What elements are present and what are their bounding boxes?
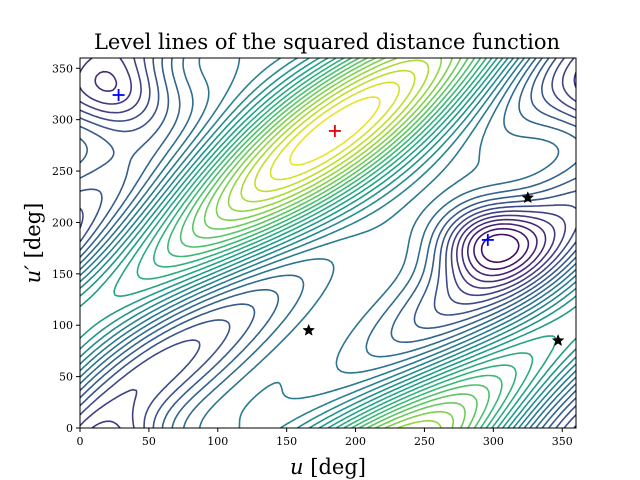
contour-level-line: [80, 58, 576, 428]
y-tick-label: 200: [52, 216, 73, 229]
y-tick-label: 50: [59, 371, 73, 384]
critical-point-markers: [112, 89, 565, 347]
x-tick-label: 150: [276, 435, 297, 448]
saddle-marker: [302, 323, 316, 336]
contour-level-line: [80, 58, 576, 428]
plot-frame: [79, 57, 577, 429]
y-tick-label: 350: [52, 62, 73, 75]
contour-level-line: [80, 58, 576, 428]
contour-level-line: [80, 58, 576, 428]
x-tick-label: 300: [483, 435, 504, 448]
y-tick-label: 300: [52, 114, 73, 127]
contour-level-line: [289, 96, 381, 166]
x-axis-ticks: 0 50 100 150 200 250 300 350: [77, 428, 573, 448]
maximum-marker: [328, 124, 341, 137]
contour-level-line: [80, 58, 576, 428]
minimum-marker: [481, 233, 494, 246]
contour-level-line: [467, 223, 538, 277]
contour-level-line: [215, 58, 454, 428]
y-axis-ticks: 0 50 100 150 200 250 300 350: [52, 62, 80, 435]
saddle-marker: [521, 191, 535, 204]
contour-level-line: [80, 58, 576, 428]
plot-area: [80, 58, 576, 428]
contour-level-line: [80, 58, 576, 428]
x-tick-label: 200: [345, 435, 366, 448]
minimum-marker: [112, 89, 125, 101]
x-tick-label: 100: [207, 435, 228, 448]
contour-level-line: [227, 58, 442, 428]
contour-level-line: [240, 59, 430, 203]
x-tick-label: 0: [77, 435, 84, 448]
contour-level-line: [254, 69, 416, 193]
y-tick-label: 0: [66, 422, 73, 435]
x-tick-label: 350: [552, 435, 573, 448]
y-tick-label: 150: [52, 268, 73, 281]
x-tick-label: 250: [414, 435, 435, 448]
chart-title: Level lines of the squared distance func…: [94, 30, 560, 54]
y-axis-label: u′ [deg]: [21, 203, 45, 284]
contour-level-line: [94, 70, 547, 283]
contour-level-line: [80, 58, 576, 428]
contour-level-line: [167, 58, 503, 428]
y-tick-label: 100: [52, 319, 73, 332]
contour-level-line: [80, 58, 576, 428]
x-axis-label: u [deg]: [290, 455, 366, 479]
y-tick-label: 250: [52, 165, 73, 178]
saddle-marker: [551, 333, 565, 347]
x-tick-label: 50: [142, 435, 156, 448]
contour-level-line: [473, 227, 530, 270]
contour-level-line: [269, 81, 400, 181]
contour-lines: [80, 58, 576, 428]
contour-level-line: [113, 58, 557, 428]
